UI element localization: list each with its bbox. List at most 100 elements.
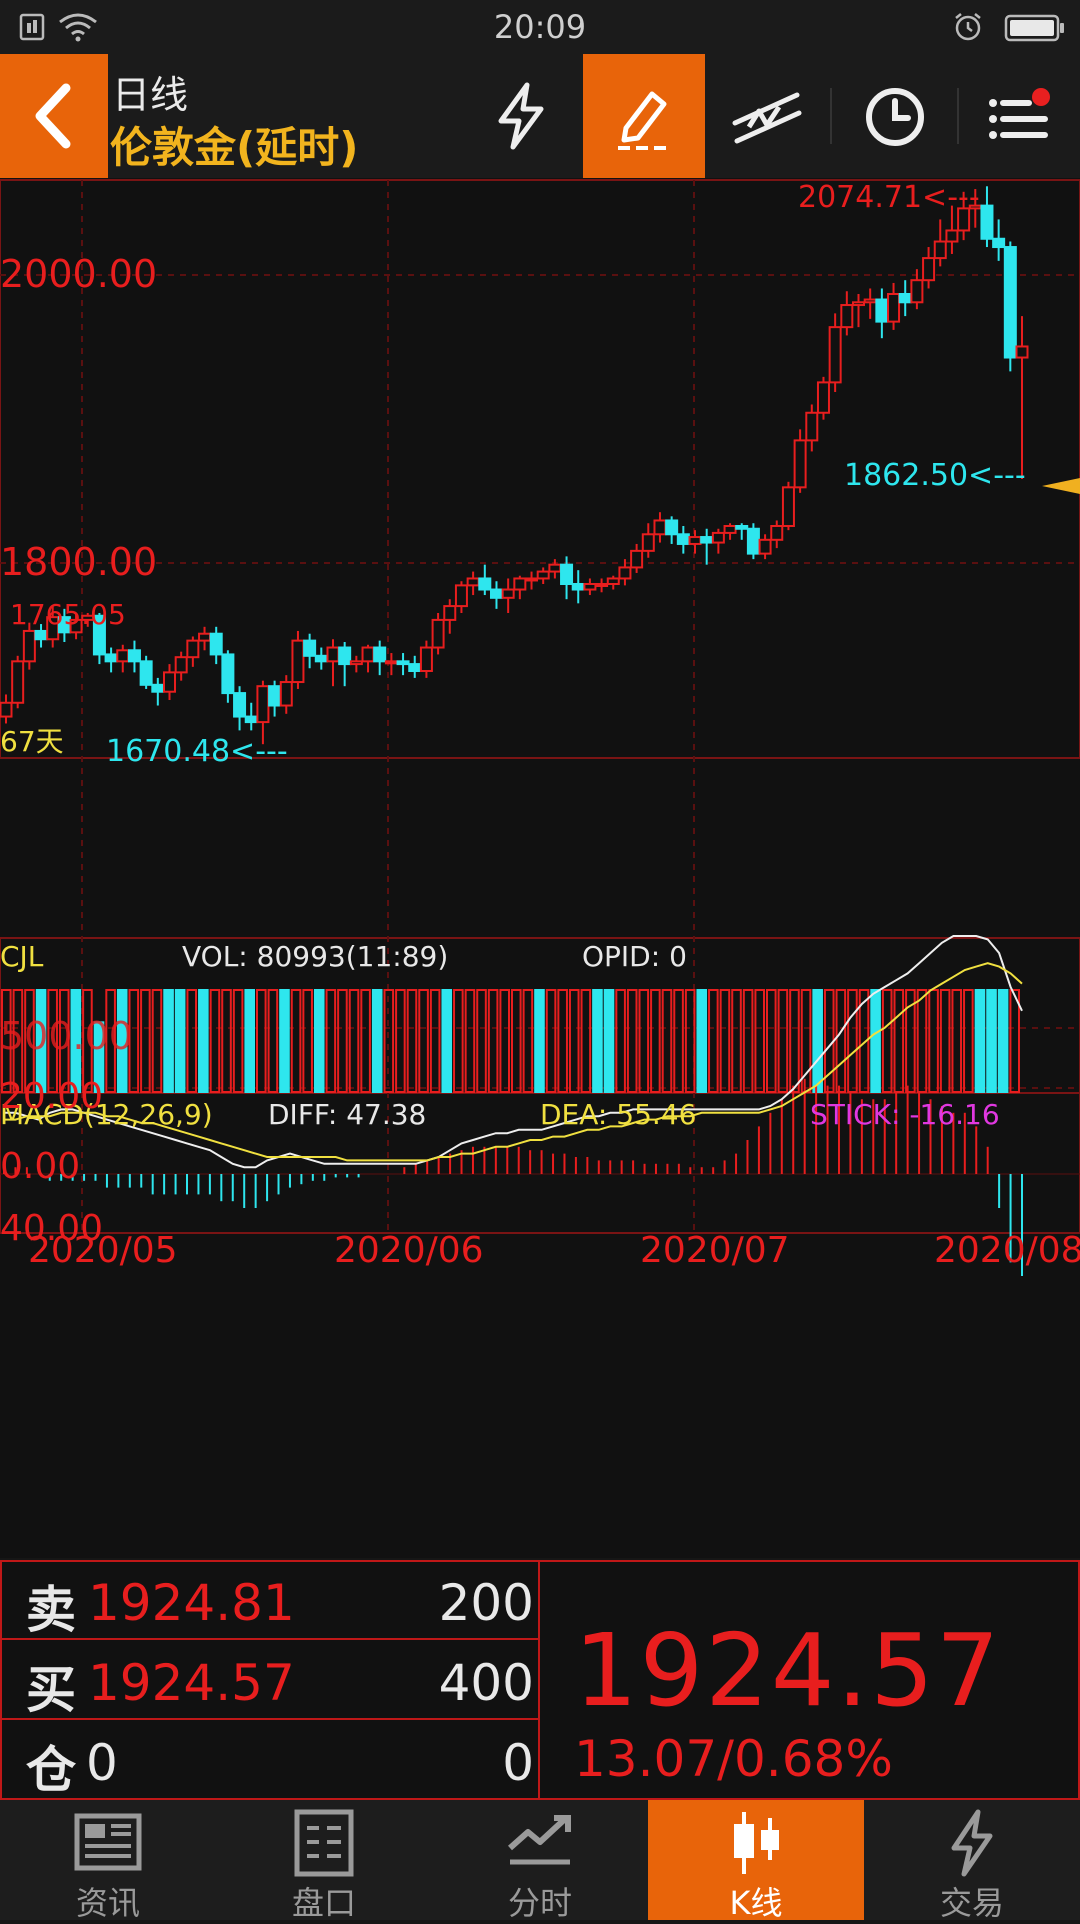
menu-button[interactable] (958, 54, 1080, 178)
candle-body (723, 525, 737, 534)
candle-body (735, 525, 749, 530)
volume-bar (812, 989, 823, 1093)
candle-body (489, 588, 503, 599)
opid-value: OPID: 0 (582, 940, 687, 973)
candle-body (478, 577, 492, 591)
volume-bar (337, 989, 348, 1093)
buy-row[interactable]: 买 1924.57 400 (0, 1640, 540, 1720)
candle-body (595, 583, 609, 587)
tab-orderbook[interactable]: 盘口 (216, 1800, 432, 1922)
trend-lines-button[interactable] (706, 54, 828, 178)
candle-body (92, 614, 106, 656)
candle-body (501, 588, 515, 599)
candle-body (676, 533, 690, 545)
flash-button[interactable] (460, 54, 582, 178)
volume-bar (58, 989, 70, 1093)
candle-body (244, 715, 258, 724)
volume-bar (47, 989, 58, 1093)
volume-bar (70, 989, 82, 1093)
recent-low-marker: 1862.50<--- (844, 458, 1026, 493)
row-divider (0, 1638, 540, 1640)
candle-body (408, 663, 422, 673)
candle-body (186, 639, 200, 659)
sell-label: 卖 (26, 1581, 76, 1639)
buy-qty: 400 (438, 1654, 534, 1712)
macd-axis-label: 0.00 (0, 1146, 81, 1187)
candle-body (303, 639, 317, 657)
quote-panel: 卖 1924.81 200 买 1924.57 400 仓 0 0 1924.5… (0, 1560, 1080, 1800)
candle-body (233, 692, 247, 718)
candlestick-icon (734, 1812, 779, 1874)
volume-bar (615, 989, 626, 1093)
draw-button[interactable] (583, 54, 705, 178)
sell-row[interactable]: 卖 1924.81 200 (0, 1560, 540, 1640)
candle-body (630, 549, 644, 569)
tab-timeshare[interactable]: 分时 (432, 1800, 648, 1922)
history-button[interactable] (834, 54, 956, 178)
news-icon (74, 1813, 142, 1871)
volume-bar (916, 989, 928, 1093)
candle-body (396, 660, 410, 666)
candle-body (606, 577, 620, 586)
macd-diff-line (4, 935, 1023, 1169)
candle-body (641, 533, 655, 552)
volume-bar (128, 989, 140, 1093)
vol-value: VOL: 80993(11:89) (182, 940, 449, 973)
volume-bar (279, 989, 290, 1093)
candle-body (793, 439, 807, 489)
candle-body (945, 229, 959, 243)
sell-price: 1924.81 (88, 1574, 295, 1632)
volume-bar (290, 989, 302, 1093)
volume-bar (603, 989, 615, 1093)
candle-body (980, 204, 994, 240)
volume-bar (511, 989, 522, 1093)
chart-canvas (0, 179, 1080, 1276)
candle-body (933, 240, 947, 260)
position-label: 仓 (26, 1741, 76, 1799)
candle-body (373, 646, 387, 663)
candle-body (560, 563, 574, 585)
candle-body (291, 639, 305, 684)
low-marker: 1670.48<--- (106, 734, 288, 769)
volume-bar (232, 989, 244, 1093)
volume-bar (256, 989, 267, 1093)
kline-chart[interactable]: 2000.00 1800.00 2074.71<--- 1670.48<--- … (0, 178, 1080, 1558)
volume-bar (754, 989, 766, 1093)
candle-body (898, 293, 912, 304)
macd-axis-label: 20.00 (0, 1076, 104, 1117)
x-axis-label: 2020/06 (334, 1230, 484, 1271)
sim-icon (18, 12, 46, 46)
price-change: 13.07/0.68% (574, 1730, 893, 1788)
volume-bar (777, 989, 789, 1093)
current-price-arrow-icon (1042, 478, 1080, 494)
timeshare-icon (508, 1815, 571, 1865)
x-axis-label: 2020/07 (640, 1230, 790, 1271)
candle-body (279, 681, 293, 707)
volume-bar (986, 989, 997, 1093)
macd-indicator-name: MACD(12,26,9) (0, 1098, 213, 1131)
volume-bar (12, 989, 24, 1093)
volume-bar (568, 989, 580, 1093)
vol-indicator-name: CJL (0, 940, 44, 973)
candle-body (34, 629, 48, 641)
volume-bar (151, 989, 163, 1093)
tab-news[interactable]: 资讯 (0, 1800, 216, 1922)
period-label: 日线 (112, 73, 189, 117)
candle-body (746, 527, 760, 555)
candle-body (151, 683, 165, 693)
toolbar-divider (957, 88, 959, 144)
candle-body (816, 381, 830, 414)
alarm-icon (952, 12, 984, 46)
tab-trade[interactable]: 交易 (864, 1800, 1080, 1922)
volume-bar (360, 989, 371, 1093)
volume-bar (626, 989, 638, 1093)
tab-kline[interactable]: K线 (648, 1800, 864, 1922)
volume-bar (997, 989, 1009, 1093)
candle-body (326, 646, 340, 663)
back-button[interactable] (0, 54, 108, 178)
price-axis-label: 2000.00 (0, 252, 158, 296)
position-qty: 0 (502, 1734, 534, 1792)
toolbar-divider (830, 88, 832, 144)
volume-bar (163, 989, 174, 1093)
position-value: 0 (86, 1734, 118, 1792)
